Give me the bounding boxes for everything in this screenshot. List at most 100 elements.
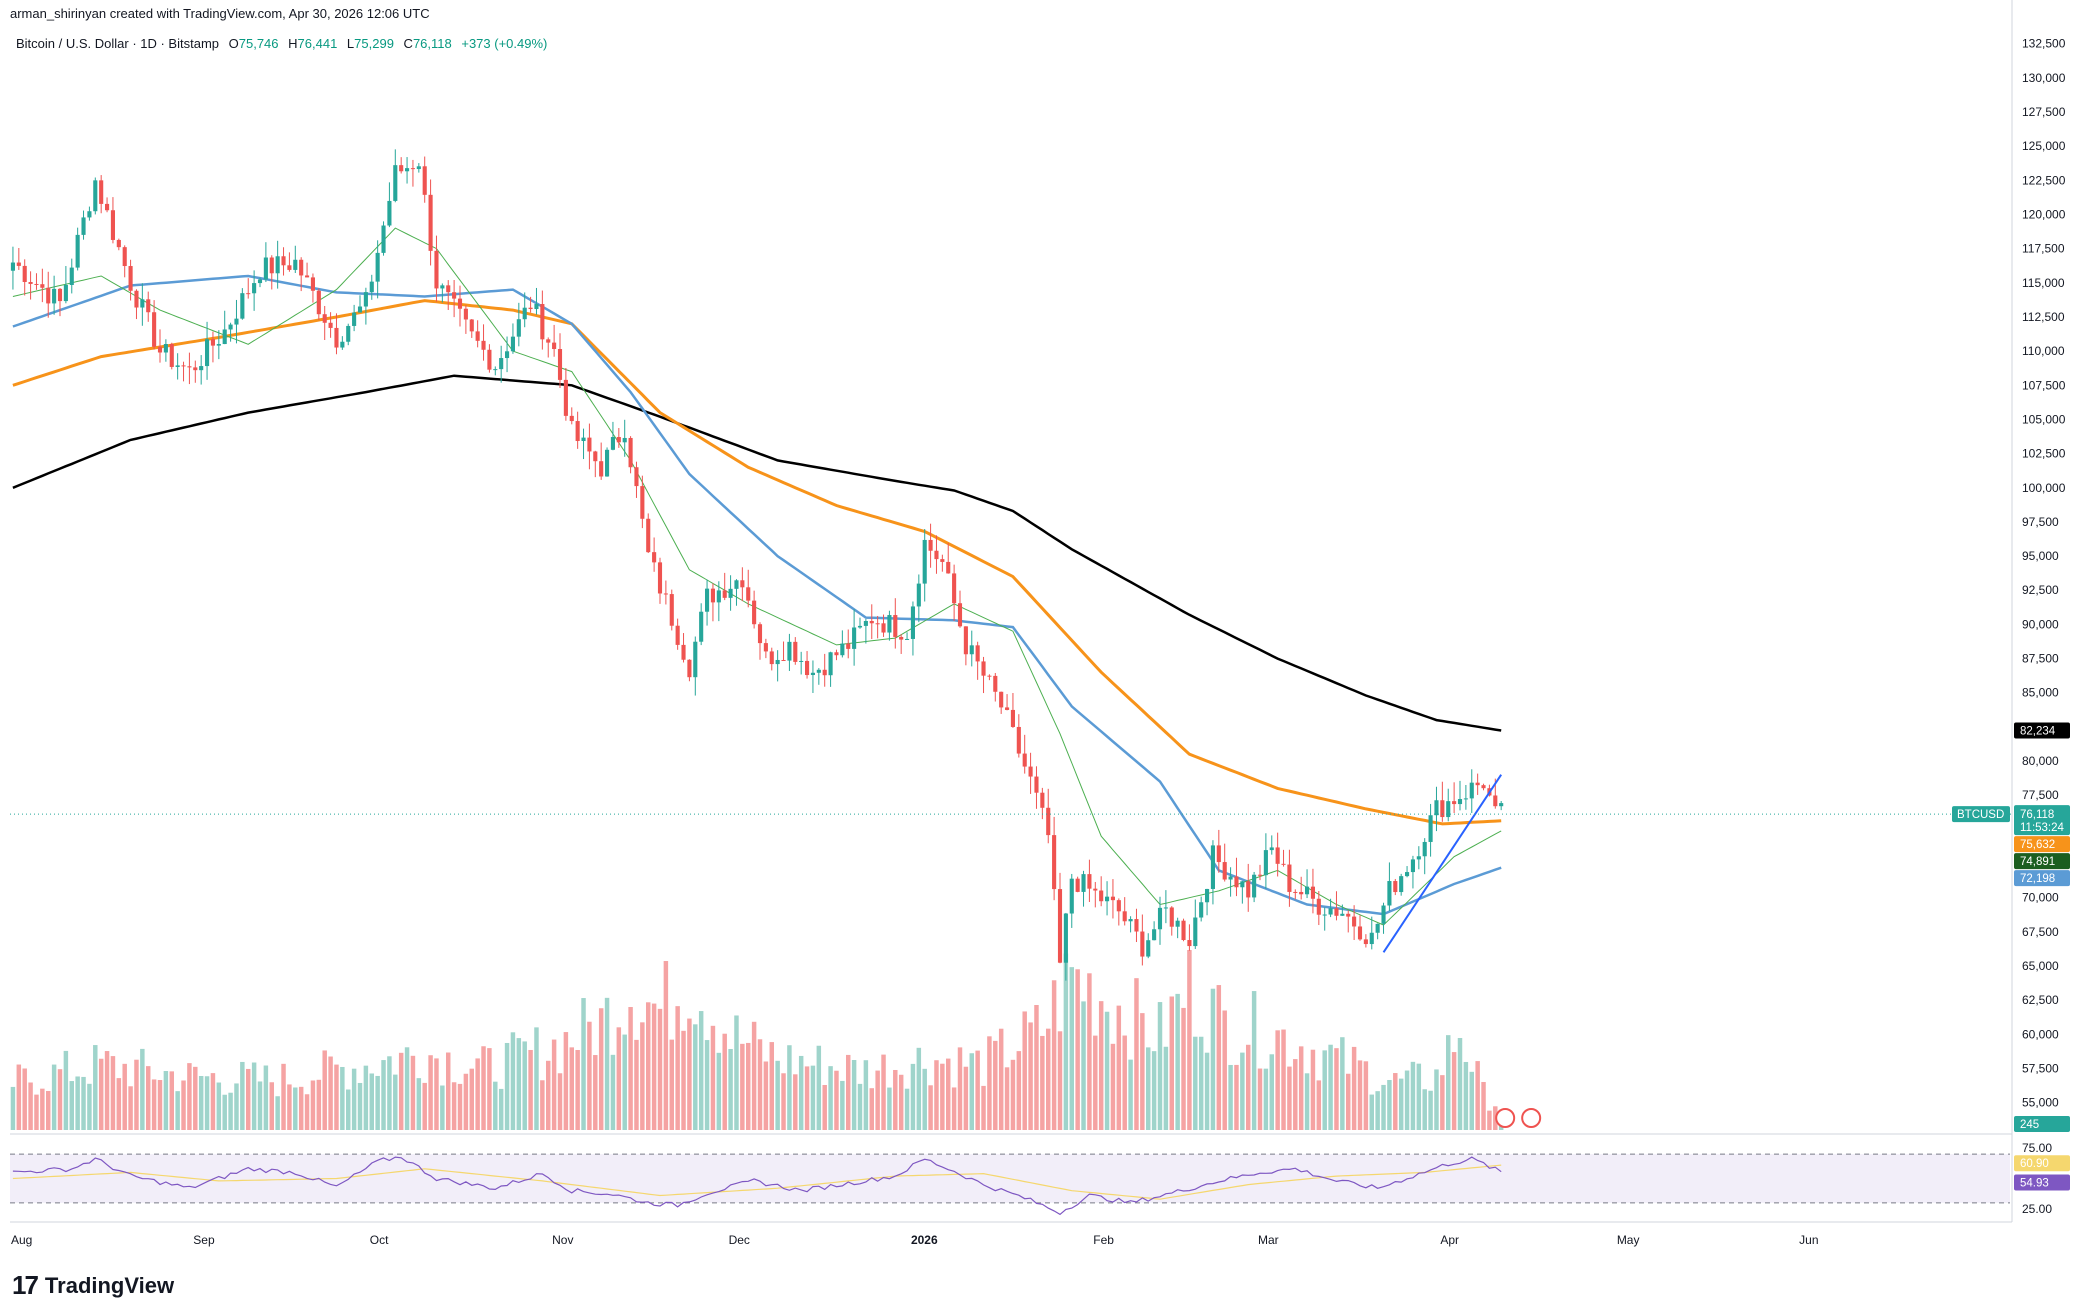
- volume-bar: [493, 1081, 498, 1130]
- candle-body: [299, 259, 304, 276]
- candle-body: [463, 308, 468, 320]
- candle-body: [381, 225, 386, 253]
- candle-body: [722, 590, 727, 598]
- volume-bar: [1328, 1044, 1333, 1130]
- candle-body: [481, 340, 486, 350]
- candle-body: [1275, 847, 1280, 864]
- price-tick-label: 115,000: [2022, 276, 2065, 290]
- volume-bar: [1057, 1031, 1063, 1130]
- volume-bar: [734, 1015, 739, 1130]
- candle-body: [252, 283, 257, 294]
- candle-body: [516, 319, 521, 337]
- candle-body: [1163, 907, 1168, 909]
- candle-body: [1252, 874, 1257, 898]
- candle-body: [687, 659, 692, 678]
- volume-bar: [198, 1076, 204, 1130]
- candle-body: [669, 594, 674, 626]
- volume-bar: [1010, 1059, 1016, 1130]
- volume-bar: [1434, 1069, 1439, 1130]
- volume-bar: [57, 1069, 63, 1130]
- price-tick-label: 122,500: [2022, 173, 2066, 187]
- candle-body: [1440, 800, 1445, 818]
- volume-bar: [1063, 953, 1069, 1130]
- candle-body: [1093, 888, 1098, 891]
- candle-body: [210, 339, 215, 346]
- rsi-value-badge: 54.93: [2020, 1178, 2049, 1190]
- candle-body: [705, 588, 710, 612]
- candle-body: [910, 606, 915, 639]
- price-tick-label: 77,500: [2022, 788, 2059, 802]
- ascending-trendline: [1382, 774, 1503, 953]
- candle-body: [287, 265, 292, 270]
- volume-bar: [1263, 1068, 1269, 1130]
- volume-bar: [616, 1027, 622, 1130]
- candle-body: [1157, 907, 1163, 930]
- candle-body: [28, 282, 33, 284]
- volume-bar: [251, 1062, 257, 1130]
- candle-body: [16, 262, 21, 266]
- candle-body: [234, 318, 239, 325]
- candle-body: [552, 342, 557, 350]
- volume-bar: [87, 1083, 92, 1130]
- candle-body: [1052, 835, 1057, 890]
- volume-bar: [787, 1045, 792, 1130]
- volume-bar: [1451, 1052, 1457, 1130]
- candle-body: [316, 290, 321, 315]
- volume-bar: [40, 1088, 45, 1130]
- candle-body: [599, 461, 604, 477]
- volume-bar: [1028, 1022, 1033, 1130]
- volume-bar: [822, 1084, 827, 1130]
- candle-body: [175, 365, 180, 367]
- candle-body: [334, 327, 339, 348]
- volume-bar: [1281, 1029, 1286, 1130]
- candle-body: [946, 561, 951, 574]
- candle-body: [510, 336, 515, 352]
- candle-body: [110, 210, 115, 240]
- last-price-badge-bg: [2014, 805, 2070, 836]
- volume-bar: [293, 1087, 298, 1130]
- last-price-badge: 76,118: [2020, 809, 2054, 821]
- candle-body: [22, 265, 27, 283]
- high-value: 76,441: [297, 36, 338, 51]
- volume-value-badge-bg: [2014, 1116, 2070, 1132]
- candle-body: [1387, 881, 1392, 906]
- rsi-value-badge-bg: [2014, 1174, 2070, 1191]
- volume-bar: [951, 1087, 957, 1130]
- volume-bar: [1469, 1071, 1474, 1130]
- volume-bar: [981, 1085, 986, 1130]
- tradingview-logo[interactable]: 17 TradingView: [12, 1270, 174, 1301]
- candle-body: [1281, 863, 1286, 865]
- rsi-tick-label: 25.00: [2022, 1202, 2052, 1216]
- volume-bar: [904, 1088, 910, 1130]
- candle-body: [434, 250, 439, 289]
- candle-body: [763, 643, 768, 652]
- ma200-line: [12, 374, 1502, 732]
- candle-body: [969, 645, 974, 655]
- ma100-value-badge-bg: [2014, 836, 2070, 853]
- candle-body: [1222, 862, 1227, 880]
- volume-bar: [328, 1056, 333, 1130]
- volume-bar: [1122, 1035, 1127, 1130]
- candle-body: [228, 324, 233, 330]
- volume-bar: [340, 1066, 345, 1130]
- volume-bar: [1363, 1061, 1369, 1130]
- candle-body: [346, 325, 351, 342]
- candle-body: [699, 611, 704, 642]
- candle-body: [1122, 911, 1127, 922]
- price-tick-label: 112,500: [2022, 310, 2065, 324]
- volume-bar: [51, 1064, 57, 1130]
- volume-bar: [1087, 973, 1092, 1130]
- ma50-value-badge-bg: [2014, 870, 2070, 887]
- price-tick-label: 125,000: [2022, 139, 2066, 153]
- volume-bar: [622, 1034, 627, 1130]
- volume-bar: [1240, 1052, 1245, 1130]
- volume-bar: [275, 1096, 280, 1130]
- volume-bar: [98, 1058, 104, 1130]
- volume-bar: [1375, 1091, 1380, 1130]
- volume-bar: [851, 1060, 857, 1130]
- volume-bar: [728, 1048, 733, 1130]
- volume-bar: [1204, 1052, 1210, 1130]
- volume-bar: [557, 1073, 563, 1130]
- volume-bar: [16, 1064, 22, 1130]
